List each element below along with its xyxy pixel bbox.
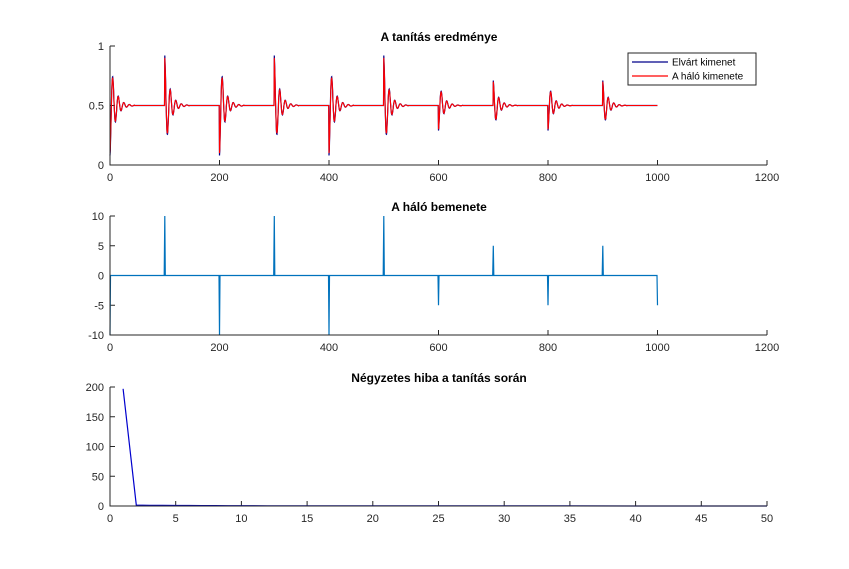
subplot-training-result: A tanítás eredménye 0 200 400 600 800 1000 120… <box>89 30 780 184</box>
x-tick-label: 0 <box>107 513 113 525</box>
x-tick-label: 400 <box>320 172 338 184</box>
x-tick-label: 5 <box>173 513 179 525</box>
x-tick-label: 40 <box>629 513 641 525</box>
x-tick-label: 1200 <box>755 342 779 354</box>
x-tick-label: 10 <box>235 513 247 525</box>
x-tick-label: 400 <box>320 342 338 354</box>
y-tick-label: 5 <box>98 241 104 253</box>
x-tick-label: 800 <box>539 172 557 184</box>
y-tick-label: 150 <box>86 412 104 424</box>
x-tick-label: 1200 <box>755 172 779 184</box>
x-tick-label: 0 <box>107 172 113 184</box>
x-tick-label: 20 <box>367 513 379 525</box>
x-tick-label: 15 <box>301 513 313 525</box>
y-tick-label: 1 <box>98 41 104 53</box>
legend-label-network: A háló kimenete <box>672 72 744 83</box>
x-tick-label: 200 <box>210 172 228 184</box>
subplot-network-input: A háló bemenete 0 200 400 600 800 1000 1200 -10… <box>88 200 779 354</box>
legend-box <box>627 52 757 86</box>
y-tick-label: -10 <box>88 330 104 342</box>
y-tick-label: 0 <box>98 160 104 172</box>
axes-frame <box>109 387 767 507</box>
x-tick-label: 0 <box>107 342 113 354</box>
legend-label-expected: Elvárt kimenet <box>672 58 736 69</box>
x-tick-label: 35 <box>564 513 576 525</box>
y-tick-label: 100 <box>86 442 104 454</box>
axes-frame <box>109 216 767 336</box>
y-tick-label: 50 <box>92 471 104 483</box>
y-tick-label: 10 <box>92 211 104 223</box>
legend: Elvárt kimenet A háló kimenete <box>627 52 757 86</box>
series-line-network <box>109 57 658 154</box>
plot-title: A háló bemenete <box>391 200 487 214</box>
x-tick-label: 600 <box>429 342 447 354</box>
x-tick-label: 1000 <box>645 172 669 184</box>
y-tick-label: 200 <box>86 382 104 394</box>
x-tick-label: 1000 <box>645 342 669 354</box>
x-tick-label: 600 <box>429 172 447 184</box>
y-tick-label: -5 <box>94 300 104 312</box>
plot-title: Négyzetes hiba a tanítás során <box>351 371 526 385</box>
series-line <box>109 215 659 336</box>
x-tick-label: 200 <box>210 342 228 354</box>
y-tick-label: 0.5 <box>89 101 104 113</box>
x-tick-label: 800 <box>539 342 557 354</box>
x-tick-label: 25 <box>432 513 444 525</box>
x-tick-label: 30 <box>498 513 510 525</box>
x-tick-label: 45 <box>695 513 707 525</box>
x-tick-label: 50 <box>761 513 773 525</box>
y-tick-label: 0 <box>98 501 104 513</box>
axes-frame <box>109 46 767 166</box>
y-tick-label: 0 <box>98 271 104 283</box>
subplot-squared-error: Négyzetes hiba a tanítás során 0 5 10 15 20 2… <box>86 371 773 525</box>
plot-title: A tanítás eredménye <box>381 30 498 44</box>
